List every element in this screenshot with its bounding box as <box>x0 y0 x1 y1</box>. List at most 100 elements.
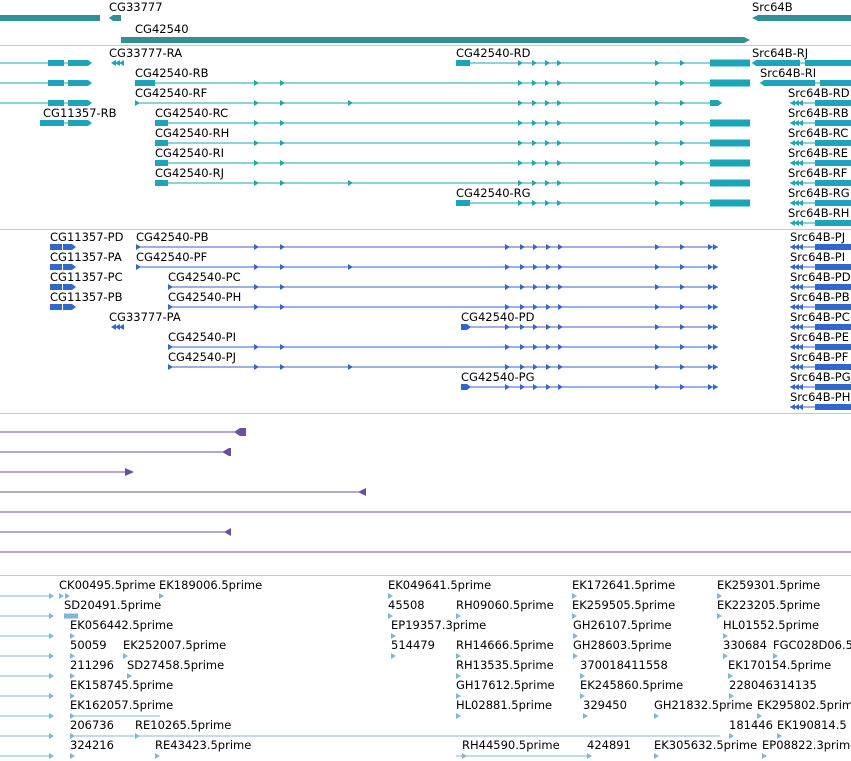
exon-tick[interactable] <box>119 60 124 66</box>
transcript-label[interactable]: CG42540-PJ <box>168 350 236 364</box>
exon-tick[interactable] <box>729 693 734 699</box>
feature-end[interactable] <box>358 488 366 496</box>
exon-tick[interactable] <box>49 753 54 759</box>
exon-tick[interactable] <box>545 80 550 86</box>
exon-tick[interactable] <box>557 100 562 106</box>
est-label[interactable]: 228046314135 <box>729 678 817 692</box>
est-label[interactable]: SD27458.5prime <box>127 658 224 672</box>
transcript-label[interactable]: CG42540-RD <box>456 46 531 60</box>
exon-tick[interactable] <box>518 120 523 126</box>
exon-tick[interactable] <box>545 160 550 166</box>
exon-tick[interactable] <box>280 284 285 290</box>
exon-tick[interactable] <box>280 140 285 146</box>
exon-block[interactable] <box>48 60 64 66</box>
exon-tick[interactable] <box>557 160 562 166</box>
exon-tick[interactable] <box>708 364 713 370</box>
exon-tick[interactable] <box>794 160 799 166</box>
exon-tick[interactable] <box>680 100 685 106</box>
exon-tick[interactable] <box>518 100 523 106</box>
exon-tick[interactable] <box>790 180 795 186</box>
exon-arrow[interactable] <box>461 384 471 390</box>
exon-block[interactable] <box>815 244 851 250</box>
exon-tick[interactable] <box>254 120 259 126</box>
est-label[interactable]: EP08822.3prime <box>762 738 851 752</box>
exon-tick[interactable] <box>655 60 660 66</box>
exon-tick[interactable] <box>348 180 353 186</box>
exon-tick[interactable] <box>558 244 563 250</box>
exon-tick[interactable] <box>773 653 778 659</box>
exon-tick[interactable] <box>558 304 563 310</box>
exon-tick[interactable] <box>723 633 728 639</box>
transcript-label[interactable]: CG42540-RI <box>155 146 224 160</box>
exon-arrow[interactable] <box>63 244 76 250</box>
exon-tick[interactable] <box>558 344 563 350</box>
exon-tick[interactable] <box>713 324 718 330</box>
est-label[interactable]: RE43423.5prime <box>155 738 251 752</box>
exon-tick[interactable] <box>655 160 660 166</box>
transcript-track-teal[interactable]: CG33777-RA CG42540-RD Src64B-RJ CG42540-RB S… <box>0 46 851 226</box>
exon-block[interactable] <box>710 79 750 87</box>
exon-tick[interactable] <box>505 324 510 330</box>
exon-block[interactable] <box>155 180 168 186</box>
exon-tick[interactable] <box>546 324 551 330</box>
exon-tick[interactable] <box>798 120 803 126</box>
exon-tick[interactable] <box>708 344 713 350</box>
exon-block[interactable] <box>710 59 750 67</box>
exon-arrow[interactable] <box>752 60 800 66</box>
exon-tick[interactable] <box>49 613 54 619</box>
transcript-label[interactable]: Src64B-PG <box>790 370 851 384</box>
exon-arrow[interactable] <box>461 324 471 330</box>
exon-tick[interactable] <box>572 613 577 619</box>
exon-tick[interactable] <box>708 304 713 310</box>
exon-block[interactable] <box>710 139 750 147</box>
exon-tick[interactable] <box>545 200 550 206</box>
exon-tick[interactable] <box>456 613 461 619</box>
exon-tick[interactable] <box>757 713 762 719</box>
exon-tick[interactable] <box>573 653 578 659</box>
exon-tick[interactable] <box>280 244 285 250</box>
exon-block[interactable] <box>50 264 62 270</box>
exon-tick[interactable] <box>790 404 795 410</box>
exon-tick[interactable] <box>794 324 799 330</box>
exon-tick[interactable] <box>123 653 128 659</box>
exon-tick[interactable] <box>798 404 803 410</box>
exon-block[interactable] <box>710 159 750 167</box>
exon-tick[interactable] <box>505 384 510 390</box>
exon-block[interactable] <box>815 120 851 126</box>
exon-tick[interactable] <box>280 304 285 310</box>
exon-tick[interactable] <box>65 593 70 599</box>
exon-tick[interactable] <box>558 384 563 390</box>
feature-end[interactable] <box>224 528 231 536</box>
exon-tick[interactable] <box>655 244 660 250</box>
exon-block[interactable] <box>64 613 78 619</box>
exon-tick[interactable] <box>520 264 525 270</box>
exon-block[interactable] <box>815 304 851 310</box>
exon-tick[interactable] <box>798 140 803 146</box>
est-label[interactable]: RH44590.5prime <box>462 738 560 752</box>
exon-tick[interactable] <box>119 324 124 330</box>
transcript-label[interactable]: Src64B-PF <box>790 350 848 364</box>
exon-tick[interactable] <box>70 753 75 759</box>
exon-tick[interactable] <box>680 324 685 330</box>
est-label[interactable]: 45508 <box>388 598 425 612</box>
exon-tick[interactable] <box>713 264 718 270</box>
exon-tick[interactable] <box>280 364 285 370</box>
exon-tick[interactable] <box>168 364 173 370</box>
exon-tick[interactable] <box>790 100 795 106</box>
exon-tick[interactable] <box>790 344 795 350</box>
exon-tick[interactable] <box>518 140 523 146</box>
exon-tick[interactable] <box>794 180 799 186</box>
exon-tick[interactable] <box>557 140 562 146</box>
est-label[interactable]: EP19357.3prime <box>391 618 486 632</box>
exon-tick[interactable] <box>655 364 660 370</box>
exon-tick[interactable] <box>708 324 713 330</box>
exon-tick[interactable] <box>533 324 538 330</box>
exon-block[interactable] <box>815 344 851 350</box>
exon-tick[interactable] <box>557 60 562 66</box>
transcript-label[interactable]: CG42540-PB <box>136 230 209 244</box>
exon-tick[interactable] <box>713 344 718 350</box>
exon-arrow[interactable] <box>710 100 722 106</box>
exon-tick[interactable] <box>505 304 510 310</box>
est-label[interactable]: EK189006.5prime <box>159 578 262 592</box>
exon-tick[interactable] <box>254 344 259 350</box>
